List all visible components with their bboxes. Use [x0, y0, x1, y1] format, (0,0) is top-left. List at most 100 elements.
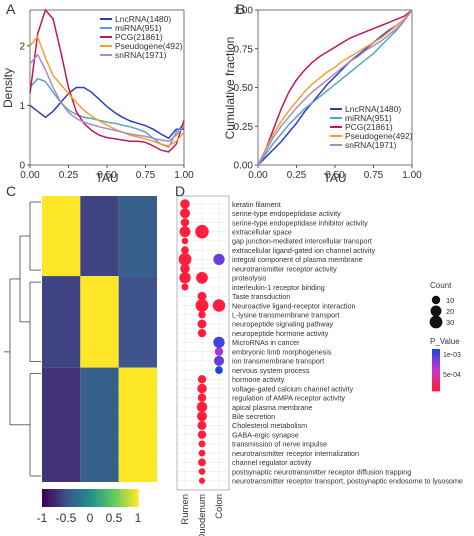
colorbar-segment [96, 489, 99, 507]
pvalue-legend-segment [432, 388, 440, 392]
enrichment-dot [198, 449, 206, 457]
series-line [29, 77, 185, 149]
pvalue-legend-segment [432, 376, 440, 379]
colorbar-segment [114, 489, 117, 507]
pvalue-legend-segment [432, 370, 440, 373]
colorbar-segment [126, 489, 129, 507]
x-tick-label: 0.75 [136, 170, 156, 181]
x-tick-label: 0.00 [248, 170, 268, 181]
enrichment-dot [214, 347, 224, 356]
enrichment-dot [197, 328, 207, 338]
colorbar-segment [42, 489, 45, 507]
x-tick-label: 1.00 [174, 170, 194, 181]
series-line [257, 9, 413, 166]
colorbar-segment [58, 489, 61, 507]
count-legend-dot [430, 305, 442, 317]
legend-label: Pseudogene(492) [345, 131, 413, 141]
term-label: voltage-gated calcium channel activity [232, 384, 353, 393]
term-label: neuropeptide signaling pathway [232, 320, 334, 329]
count-legend-label: 30 [446, 318, 454, 327]
legend-label: LncRNA(1480) [345, 104, 401, 114]
term-label: GABA-ergic synapse [232, 430, 299, 439]
category-label: Duodenum [197, 494, 208, 536]
colorbar-segment [82, 489, 85, 507]
enrichment-dot [198, 310, 206, 319]
colorbar-segment [66, 489, 69, 507]
series-line [257, 9, 413, 166]
pvalue-legend-segment [432, 359, 440, 362]
enrichment-dot [197, 383, 207, 394]
colorbar-segment [76, 489, 79, 507]
pvalue-legend-tick: 5e-04 [443, 372, 461, 379]
colorbar-tick-label: 0.5 [106, 511, 123, 525]
y-tick-label: 1 [19, 101, 25, 112]
term-label: gap junction-mediated intercellular tran… [232, 237, 372, 246]
y-axis-label-a: Density [1, 68, 15, 108]
colorbar-segment [94, 489, 97, 507]
y-axis-label-b: Cumulative fraction [223, 37, 237, 140]
enrichment-dot [197, 430, 207, 439]
cumulative-plot: 0.00 0.25 0.50 0.75 1.00 0.00 0.25 0.50 0.75 1.00… [223, 6, 422, 186]
term-label: Neuroactive ligand-receptor interaction [232, 301, 355, 310]
enrichment-dot [198, 477, 206, 484]
pvalue-legend-tick: 1e-03 [443, 352, 461, 359]
colorbar-tick-label: 1 [135, 511, 142, 525]
enrichment-dot [214, 355, 224, 366]
pvalue-legend-segment [432, 351, 440, 354]
count-legend-dot [429, 315, 443, 329]
enrichment-dot [197, 291, 207, 301]
enrichment-dot [180, 199, 190, 209]
enrichment-dot [197, 420, 207, 430]
count-legend-label: 20 [446, 307, 454, 316]
enrichment-dot [198, 458, 206, 467]
colorbar-segment [100, 489, 103, 507]
x-tick-label: 0.75 [364, 170, 384, 181]
heatmap-cell [42, 196, 81, 277]
term-label: embryonic limb morphogenesis [232, 347, 332, 356]
y-tick-label: 0.00 [234, 161, 254, 172]
pvalue-legend-segment [432, 363, 440, 367]
colorbar-segment [92, 489, 95, 507]
y-tick-label: 0 [19, 161, 25, 172]
pvalue-legend-title: P_Value [430, 337, 460, 346]
panel-label-a: A [6, 1, 16, 17]
colorbar-segment [90, 489, 93, 507]
colorbar-segment [64, 489, 67, 507]
enrichment-dot [195, 224, 209, 239]
enrichment-dot [197, 375, 207, 384]
category-label: Colon [214, 494, 225, 519]
heatmap: -1 -0.5 0 0.5 1 [4, 195, 157, 525]
x-axis-label-b: TAU [323, 171, 346, 185]
heatmap-cell [42, 276, 81, 368]
term-label: keratin filament [232, 200, 281, 209]
term-label: neurotransmitter receptor transport, pos… [232, 477, 463, 486]
term-label: MicroRNAs in cancer [232, 338, 300, 347]
count-legend-dot [431, 295, 441, 305]
enrichment-dot [180, 218, 190, 227]
x-tick-label: 0.25 [287, 170, 307, 181]
enrichment-dot [213, 253, 225, 266]
y-tick-label: 0.25 [234, 122, 254, 133]
colorbar-segment [74, 489, 77, 507]
enrichment-dot [212, 299, 226, 312]
colorbar-segment [118, 489, 121, 507]
pvalue-legend-segment [432, 374, 440, 377]
legend-label: LncRNA(1480) [115, 14, 171, 24]
legend-label: Pseudogene(492) [115, 41, 183, 51]
term-label: L-lysine transmembrane transport [232, 311, 339, 320]
count-legend-label: 10 [446, 296, 454, 305]
enrichment-dot [179, 272, 191, 284]
series-line [257, 9, 413, 166]
colorbar-segment [120, 489, 123, 507]
term-label: Cholesterol metabolism [232, 421, 307, 430]
colorbar-segment [98, 489, 101, 507]
colorbar-segment [106, 489, 109, 507]
panel-label-d: D [175, 183, 185, 199]
enrichment-dot [213, 336, 225, 349]
series-line [29, 53, 185, 142]
enrichment-dot [181, 246, 189, 255]
term-label: ion transmembrane transport [232, 357, 324, 366]
enrichment-dot [198, 440, 206, 448]
legend-label: miRNA(951) [345, 113, 392, 123]
